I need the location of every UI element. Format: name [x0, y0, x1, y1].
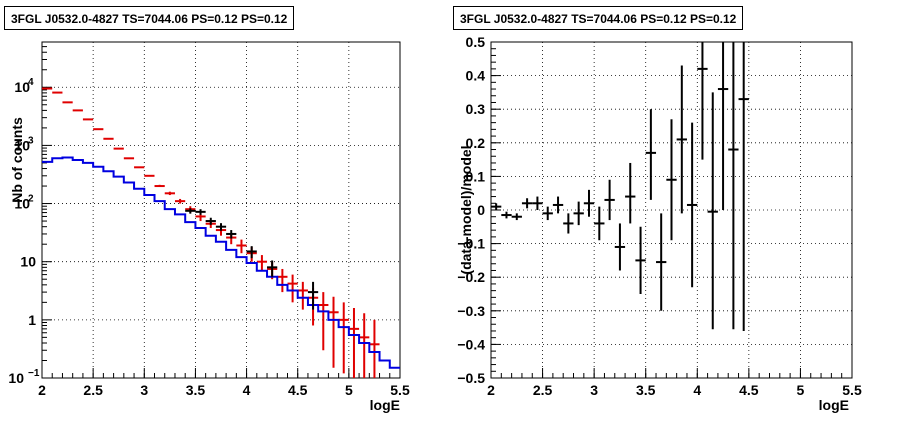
left-xlabel: logE [370, 397, 400, 413]
residuals-chart: (data-model)/model logE 2 2.5 3 3.5 4 4.5 5 5.5… [457, 34, 862, 413]
left-xtick-label: 2.5 [83, 382, 103, 398]
left-ytick-label: 10 [20, 254, 36, 270]
right-xlabel: logE [819, 397, 849, 413]
right-ytick-label: 0.4 [466, 68, 486, 84]
left-xtick-label: 2 [38, 382, 46, 398]
left-ytick-label: 1 [28, 312, 36, 328]
left-ytick-label: 10 [14, 79, 30, 95]
right-ytick-label: −0.5 [457, 370, 485, 386]
right-xtick-label: 5.5 [842, 382, 862, 398]
right-ytick-label: 0.1 [466, 168, 486, 184]
left-model-step-line [42, 156, 400, 369]
right-ylabel: (data-model)/model [458, 145, 474, 274]
left-ytick-exponent: 4 [28, 77, 34, 88]
left-ytick-exponent: 3 [28, 135, 34, 146]
right-xtick-label: 4 [693, 382, 701, 398]
left-ytick-exponent: 2 [28, 194, 34, 205]
right-xtick-label: 2 [487, 382, 495, 398]
right-ytick-label: 0.2 [466, 135, 486, 151]
left-ytick-label: 10 [8, 370, 24, 386]
right-xtick-label: 3.5 [636, 382, 656, 398]
left-xtick-label: 3.5 [186, 382, 206, 398]
right-ytick-label: −0.1 [457, 236, 485, 252]
left-ylabel: Nb of counts [9, 117, 25, 203]
right-xtick-label: 2.5 [533, 382, 553, 398]
right-xtick-label: 3 [590, 382, 598, 398]
left-xtick-label: 5 [345, 382, 353, 398]
right-ytick-label: −0.4 [457, 336, 485, 352]
right-ytick-label: 0 [477, 202, 485, 218]
left-panel: 3FGL J0532.0-4827 TS=7044.06 PS=0.12 PS=… [4, 6, 410, 413]
left-xtick-label: 3 [140, 382, 148, 398]
left-ytick-label: 10 [14, 196, 30, 212]
right-panel: 3FGL J0532.0-4827 TS=7044.06 PS=0.12 PS=… [449, 0, 898, 421]
left-xtick-label: 5.5 [390, 382, 410, 398]
right-ytick-label: −0.3 [457, 303, 485, 319]
counts-chart: Nb of counts logE 2 2.5 3 3.5 4 4.5 5 5.5 10 −1 1 1… [8, 41, 410, 413]
left-xtick-label: 4.5 [288, 382, 308, 398]
right-ytick-label: 0.3 [466, 101, 486, 117]
right-xtick-label: 5 [797, 382, 805, 398]
right-xtick-label: 4.5 [739, 382, 759, 398]
left-xtick-label: 4 [243, 382, 251, 398]
left-panel-title: 3FGL J0532.0-4827 TS=7044.06 PS=0.12 PS=… [4, 6, 295, 30]
right-ytick-label: −0.2 [457, 269, 485, 285]
left-ytick-label: 10 [14, 137, 30, 153]
left-frame [41, 41, 401, 379]
right-panel-title: 3FGL J0532.0-4827 TS=7044.06 PS=0.12 PS=… [453, 6, 744, 30]
right-ytick-label: 0.5 [466, 34, 486, 50]
left-ytick-exponent: −1 [28, 368, 40, 379]
